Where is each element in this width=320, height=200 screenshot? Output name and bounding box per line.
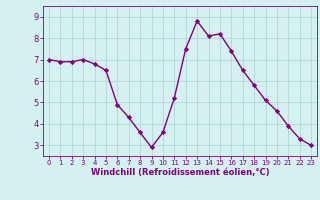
X-axis label: Windchill (Refroidissement éolien,°C): Windchill (Refroidissement éolien,°C) xyxy=(91,168,269,177)
